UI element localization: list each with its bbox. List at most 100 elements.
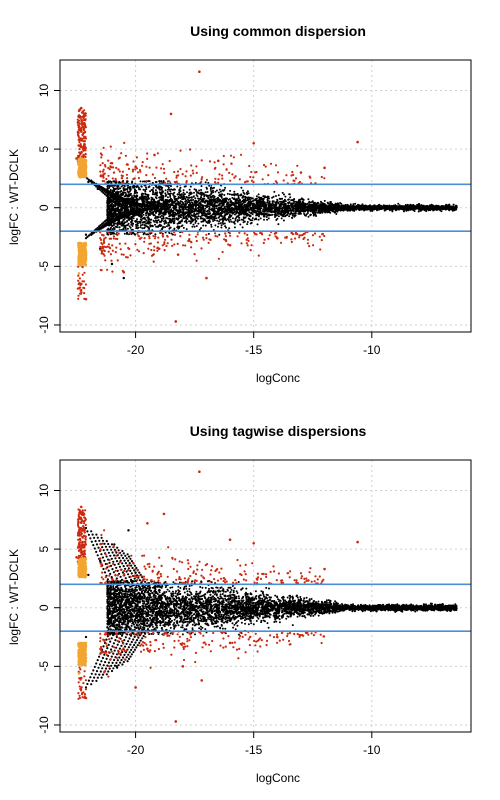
point [139,224,142,227]
point [429,207,432,210]
point [207,232,210,235]
point [226,202,229,205]
point [111,228,114,231]
point [176,185,179,188]
point [304,214,306,217]
point [272,204,275,207]
point [234,193,237,196]
point [268,202,271,205]
point [202,224,205,227]
point [203,195,206,198]
point [206,204,209,206]
point [160,227,163,230]
point [162,213,165,216]
point [178,191,181,194]
point [249,198,252,201]
point [257,193,260,196]
point [247,213,250,216]
point [179,220,182,223]
point [223,222,226,225]
point [154,217,157,220]
point [141,223,144,226]
point [145,219,148,222]
point [145,186,147,189]
point [212,191,214,194]
point [281,191,284,194]
point [455,206,458,209]
point [268,214,271,217]
point [212,220,215,222]
point [218,233,221,236]
point [146,225,149,228]
point [200,204,203,207]
point [127,222,130,225]
point [194,202,197,205]
point [224,213,227,216]
point [141,194,144,197]
point [199,192,201,195]
point [184,198,187,201]
point [188,188,191,191]
point [221,210,224,213]
point [240,218,243,221]
point [339,209,342,212]
point [301,198,304,201]
point [291,214,294,217]
point [107,227,110,230]
point [218,194,221,197]
point [233,193,236,196]
point [283,210,285,212]
point [167,204,170,207]
point [136,220,138,223]
point [177,197,179,200]
point [155,197,158,200]
point [216,219,219,222]
point [152,193,155,196]
point [140,214,143,217]
point [115,225,118,228]
point [124,226,127,229]
point [319,212,322,214]
point [220,212,223,215]
point [293,214,296,217]
point [229,198,231,200]
point [150,196,153,199]
point [194,221,197,224]
point [144,192,147,195]
point [147,186,150,189]
point [323,199,326,202]
point [190,196,193,199]
point [182,226,185,229]
point [246,221,249,223]
point [232,209,235,212]
point [147,220,150,223]
point [252,199,255,202]
point [179,200,182,203]
point [246,196,249,199]
point [306,212,309,214]
point [126,233,128,235]
point [232,221,235,224]
point [175,202,178,205]
point [223,206,226,208]
point [151,212,154,215]
point [110,205,113,208]
point [275,219,278,221]
point [288,193,291,196]
point [144,190,147,193]
point [182,214,185,217]
point [123,189,125,192]
point [277,215,280,218]
point [181,200,184,203]
point [129,226,132,229]
point [139,188,142,191]
point [137,186,140,189]
point [203,197,206,200]
point [213,198,216,201]
point [215,210,218,213]
point [258,215,260,218]
point [322,203,325,206]
point [248,211,251,214]
point [336,210,339,213]
point [179,209,182,212]
